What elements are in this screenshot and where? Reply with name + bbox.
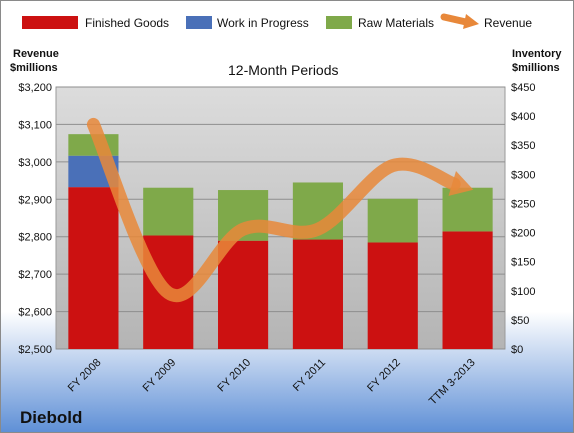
legend-label-raw-materials: Raw Materials: [358, 16, 434, 30]
legend: Finished Goods Work in Progress Raw Mate…: [22, 13, 532, 30]
right-axis-tick-label: $450: [511, 82, 535, 94]
right-axis-tick-label: $200: [511, 228, 535, 240]
left-axis-tick-label: $3,100: [18, 119, 52, 131]
bar-raw-materials: [367, 198, 418, 243]
legend-swatch-raw-materials: [326, 16, 352, 29]
bar-finished-goods: [442, 231, 493, 349]
bar-finished-goods: [218, 240, 269, 349]
right-axis-ticks: $0 $50 $100 $150 $200 $250 $300 $350 $400 $450: [511, 82, 535, 356]
left-axis-tick-label: $2,800: [18, 232, 52, 244]
legend-swatch-work-in-progress: [186, 16, 212, 29]
bar-finished-goods: [367, 242, 418, 349]
legend-swatch-finished-goods: [22, 16, 78, 29]
bar-finished-goods: [68, 187, 119, 349]
right-axis-tick-label: $50: [511, 315, 529, 327]
left-axis-ticks: $2,500 $2,600 $2,700 $2,800 $2,900 $3,000 $3,1…: [18, 82, 52, 356]
bar-raw-materials: [143, 187, 194, 236]
right-axis-tick-label: $400: [511, 111, 535, 123]
bar-finished-goods: [292, 239, 343, 349]
chart-title: 12-Month Periods: [228, 62, 339, 78]
left-axis-tick-label: $2,600: [18, 307, 52, 319]
right-axis-tick-label: $100: [511, 286, 535, 298]
left-axis-label-line1: Revenue: [13, 48, 59, 60]
company-name: Diebold: [20, 408, 82, 427]
left-axis-tick-label: $2,900: [18, 194, 52, 206]
legend-label-revenue: Revenue: [484, 16, 532, 30]
revenue-arrow-head: [448, 171, 474, 196]
right-axis-tick-label: $300: [511, 169, 535, 181]
legend-label-work-in-progress: Work in Progress: [217, 16, 309, 30]
right-axis-tick-label: $0: [511, 344, 523, 356]
legend-swatch-revenue: [440, 13, 470, 26]
gridlines: [56, 86, 505, 350]
right-axis-tick-label: $250: [511, 198, 535, 210]
bars: [68, 134, 493, 349]
left-axis-tick-label: $2,700: [18, 269, 52, 281]
left-axis-tick-label: $2,500: [18, 344, 52, 356]
right-axis-label-line2: $millions: [512, 62, 560, 74]
right-axis-tick-label: $350: [511, 140, 535, 152]
left-axis-tick-label: $3,000: [18, 157, 52, 169]
legend-label-finished-goods: Finished Goods: [85, 16, 169, 30]
legend-swatch-revenue-arrow: [463, 14, 479, 29]
right-axis-tick-label: $150: [511, 257, 535, 269]
left-axis-tick-label: $3,200: [18, 82, 52, 94]
right-axis-label-line1: Inventory: [512, 48, 562, 60]
revenue-line: [86, 117, 461, 302]
left-axis-label-line2: $millions: [10, 62, 58, 74]
